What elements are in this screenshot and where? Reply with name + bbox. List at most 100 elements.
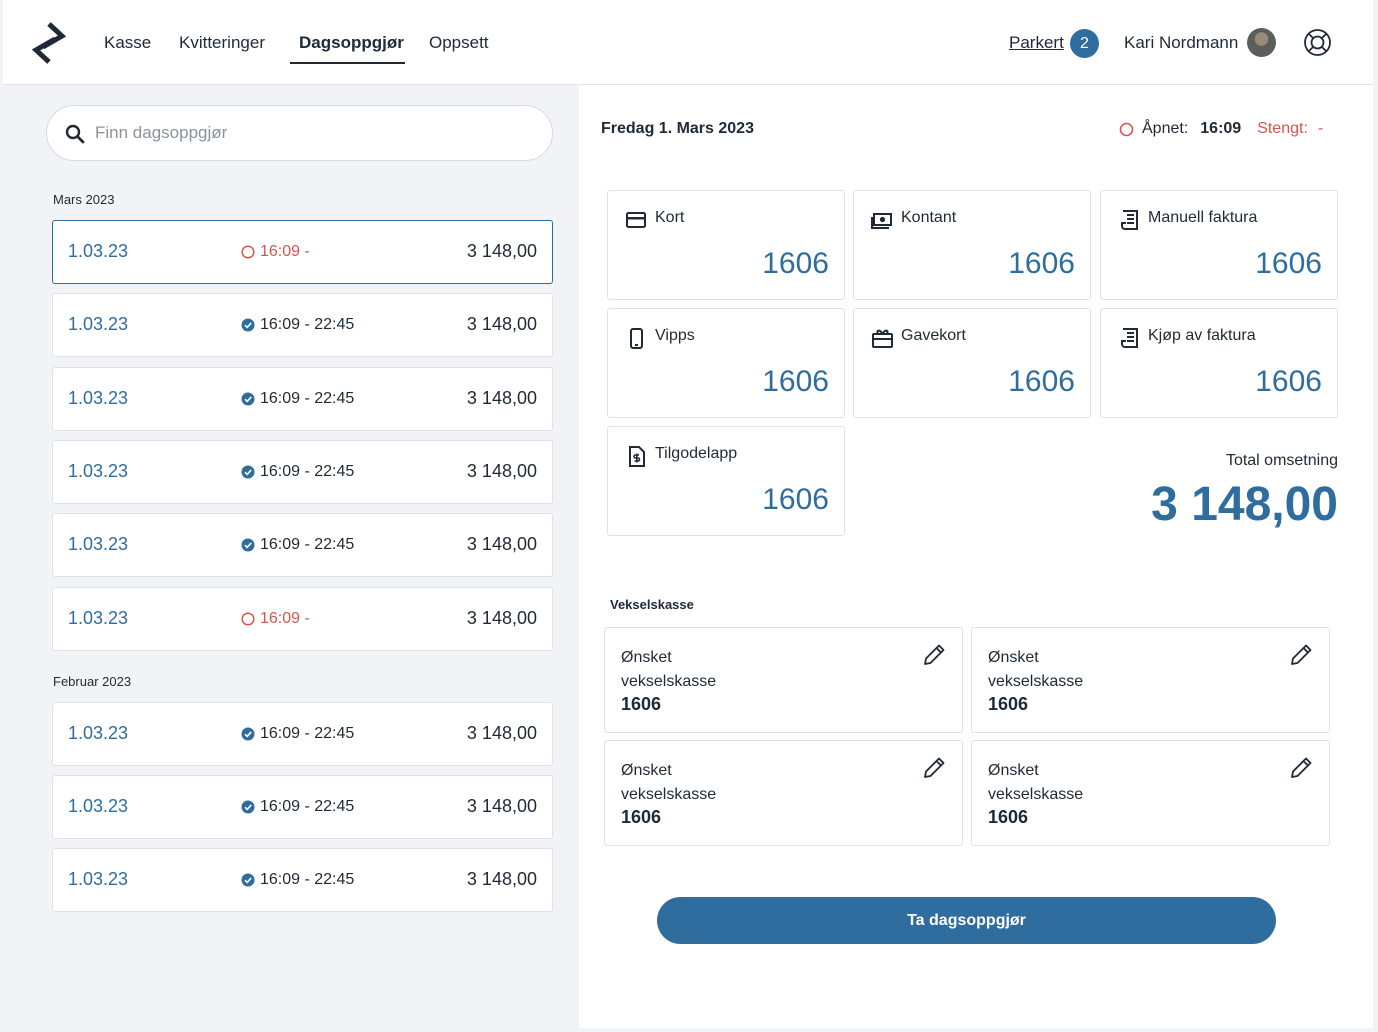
vekselskasse-label: Ønsket vekselskasse bbox=[988, 762, 1084, 803]
payment-card: Gavekort 1606 bbox=[853, 308, 1091, 418]
total-turnover-label: Total omsetning bbox=[1225, 452, 1338, 469]
settlement-date: 1.03.23 bbox=[68, 607, 129, 628]
check-circle-icon bbox=[241, 465, 255, 479]
parked-link[interactable]: Parkert bbox=[1009, 33, 1064, 52]
payment-label: Kjøp av faktura bbox=[1148, 327, 1256, 344]
vekselskasse-card: Ønsket vekselskasse 1606 bbox=[971, 740, 1330, 846]
help-lifebuoy-icon[interactable] bbox=[1303, 28, 1332, 57]
nav-kvitteringer[interactable]: Kvitteringer bbox=[179, 33, 265, 52]
edit-pencil-icon[interactable] bbox=[921, 642, 947, 668]
settlement-amount: 3 148,00 bbox=[466, 607, 537, 628]
payment-label: Kort bbox=[655, 209, 685, 226]
vekselskasse-label: Ønsket vekselskasse bbox=[621, 649, 717, 690]
settlement-date: 1.03.23 bbox=[68, 722, 129, 743]
payment-card: Manuell faktura 1606 bbox=[1100, 190, 1338, 300]
open-circle-icon bbox=[241, 611, 255, 626]
settlement-card[interactable]: 1.03.23 16:09 - 22:45 3 148,00 bbox=[52, 701, 553, 766]
payment-value: 1606 bbox=[762, 247, 829, 280]
closed-time: - bbox=[1317, 120, 1324, 137]
cash-icon bbox=[871, 213, 892, 229]
settlement-status: 16:09 - 22:45 bbox=[241, 871, 354, 889]
vekselskasse-card: Ønsket vekselskasse 1606 bbox=[971, 627, 1330, 733]
settlement-amount: 3 148,00 bbox=[466, 869, 537, 890]
settlement-card[interactable]: 1.03.23 16:09 - 3 148,00 bbox=[52, 586, 553, 651]
edit-pencil-icon[interactable] bbox=[1288, 755, 1314, 781]
search-box[interactable] bbox=[46, 105, 553, 161]
search-icon bbox=[65, 124, 85, 144]
open-circle-icon bbox=[241, 245, 255, 259]
vekselskasse-title: Vekselskasse bbox=[610, 597, 694, 612]
settlement-card[interactable]: 1.03.23 16:09 - 22:45 3 148,00 bbox=[52, 513, 553, 578]
parked-count-badge: 2 bbox=[1070, 29, 1099, 58]
user-name[interactable]: Kari Nordmann bbox=[1124, 33, 1239, 52]
settlement-status: 16:09 - 22:45 bbox=[241, 316, 354, 334]
check-circle-icon bbox=[241, 318, 255, 332]
phone-icon bbox=[630, 328, 643, 349]
settlement-status: 16:09 - 22:45 bbox=[241, 390, 354, 408]
settlement-card[interactable]: 1.03.23 16:09 - 3 148,00 bbox=[52, 220, 553, 284]
payment-value: 1606 bbox=[1255, 365, 1322, 398]
settlement-date: 1.03.23 bbox=[68, 387, 129, 408]
avatar[interactable] bbox=[1247, 28, 1276, 57]
opened-time: 16:09 bbox=[1200, 120, 1242, 137]
settlement-detail-panel: Fredag 1. Mars 2023 Åpnet: 16:09 Stengt:… bbox=[579, 85, 1373, 1028]
gift-card-icon bbox=[872, 329, 893, 348]
open-status-icon bbox=[1119, 122, 1134, 136]
settlement-status: 16:09 - 22:45 bbox=[241, 536, 354, 554]
settlement-time: 16:09 - 22:45 bbox=[260, 316, 355, 334]
payment-label: Gavekort bbox=[901, 327, 966, 344]
settlement-date: 1.03.23 bbox=[68, 314, 129, 335]
card-icon bbox=[626, 212, 646, 228]
take-settlement-button[interactable]: Ta dagsoppgjør bbox=[657, 897, 1276, 944]
settlement-status: 16:09 - bbox=[241, 243, 310, 261]
settlement-date: 1.03.23 bbox=[68, 534, 129, 555]
nav-kasse[interactable]: Kasse bbox=[104, 33, 152, 52]
top-navigation: Kasse Kvitteringer Dagsoppgjør Oppsett P… bbox=[3, 0, 1373, 85]
settlement-card[interactable]: 1.03.23 16:09 - 22:45 3 148,00 bbox=[52, 775, 553, 840]
edit-pencil-icon[interactable] bbox=[921, 755, 947, 781]
nav-oppsett[interactable]: Oppsett bbox=[429, 33, 489, 52]
search-input[interactable] bbox=[95, 120, 515, 146]
payment-card: Kontant 1606 bbox=[853, 190, 1091, 300]
settlement-card[interactable]: 1.03.23 16:09 - 22:45 3 148,00 bbox=[52, 293, 553, 358]
settlement-amount: 3 148,00 bbox=[466, 314, 537, 335]
settlement-card[interactable]: 1.03.23 16:09 - 22:45 3 148,00 bbox=[52, 848, 553, 913]
vekselskasse-value: 1606 bbox=[988, 694, 1029, 714]
vekselskasse-value: 1606 bbox=[621, 807, 662, 827]
settlement-status: 16:09 - 22:45 bbox=[241, 798, 354, 816]
settlement-card[interactable]: 1.03.23 16:09 - 22:45 3 148,00 bbox=[52, 366, 553, 431]
opened-label: Åpnet: bbox=[1142, 120, 1189, 137]
closed-label: Stengt: bbox=[1257, 120, 1308, 137]
nav-dagsoppgjor[interactable]: Dagsoppgjør bbox=[299, 33, 404, 52]
payment-label: Manuell faktura bbox=[1148, 209, 1258, 226]
payment-label: Tilgodelapp bbox=[655, 445, 738, 462]
settlement-status: 16:09 - 22:45 bbox=[241, 725, 354, 743]
vekselskasse-label: Ønsket vekselskasse bbox=[621, 762, 717, 803]
settlement-amount: 3 148,00 bbox=[466, 722, 537, 743]
settlement-date: 1.03.23 bbox=[68, 241, 129, 261]
payment-label: Kontant bbox=[901, 209, 957, 226]
invoice-icon bbox=[1121, 328, 1138, 348]
payment-value: 1606 bbox=[762, 365, 829, 398]
payment-value: 1606 bbox=[1008, 247, 1075, 280]
settlement-time: 16:09 - 22:45 bbox=[260, 871, 355, 889]
settlement-time: 16:09 - bbox=[260, 243, 310, 260]
settlement-list-panel: Mars 2023 1.03.23 16:09 - 3 148,00 1.03.23 16… bbox=[3, 85, 579, 1028]
settlement-time: 16:09 - bbox=[260, 609, 310, 627]
credit-note-icon bbox=[629, 446, 645, 467]
payment-value: 1606 bbox=[1008, 365, 1075, 398]
settlement-card[interactable]: 1.03.23 16:09 - 22:45 3 148,00 bbox=[52, 439, 553, 504]
settlement-time: 16:09 - 22:45 bbox=[260, 724, 355, 742]
invoice-icon bbox=[1121, 210, 1138, 230]
check-circle-icon bbox=[241, 538, 255, 552]
settlement-date: 1.03.23 bbox=[68, 869, 129, 890]
vekselskasse-label: Ønsket vekselskasse bbox=[988, 649, 1084, 690]
settlement-amount: 3 148,00 bbox=[466, 534, 537, 555]
logo-icon[interactable] bbox=[31, 20, 67, 66]
check-circle-icon bbox=[241, 800, 255, 814]
check-circle-icon bbox=[241, 873, 255, 887]
settlement-status: 16:09 - bbox=[241, 610, 310, 628]
payment-card: Kort 1606 bbox=[607, 190, 845, 300]
edit-pencil-icon[interactable] bbox=[1288, 642, 1314, 668]
payment-card: Kjøp av faktura 1606 bbox=[1100, 308, 1338, 418]
